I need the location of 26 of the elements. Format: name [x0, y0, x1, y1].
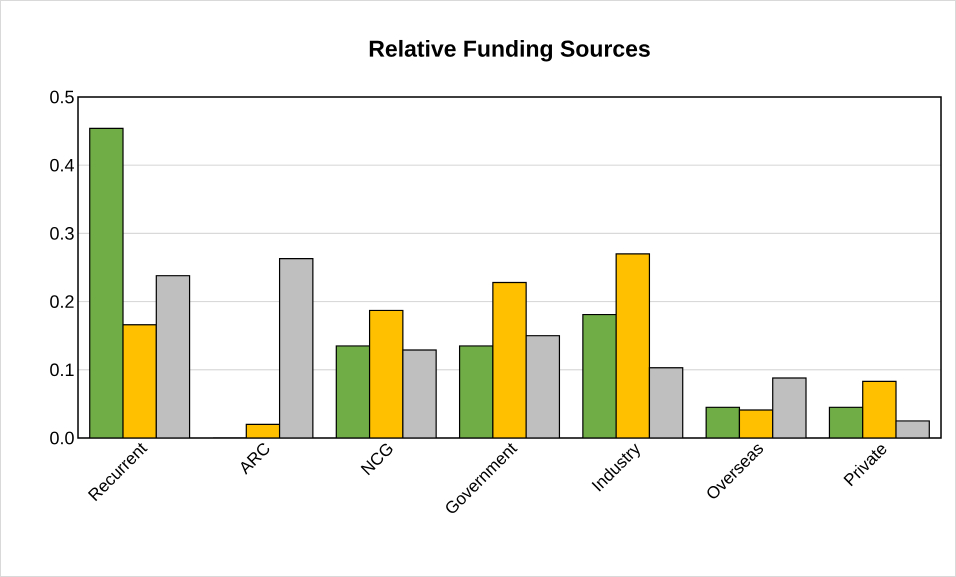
bar	[828, 406, 864, 438]
bar	[616, 254, 650, 438]
bar	[492, 282, 526, 438]
bar	[280, 258, 313, 438]
chart-title: Relative Funding Sources	[370, 40, 650, 62]
bar	[402, 350, 436, 438]
bar	[862, 380, 897, 438]
bar	[90, 128, 124, 438]
bar	[582, 314, 616, 438]
bar	[336, 346, 370, 438]
bar	[649, 368, 683, 438]
bar	[895, 420, 930, 438]
y-tick-label: 0.2	[50, 295, 74, 308]
bar	[156, 276, 190, 438]
bar	[526, 336, 560, 438]
y-tick-label: 0.4	[50, 158, 74, 172]
bar	[460, 346, 493, 438]
bar	[706, 407, 740, 438]
y-tick-label: 0.5	[50, 90, 74, 104]
bar	[123, 324, 156, 438]
bar	[739, 410, 773, 438]
y-tick-label: 0.3	[50, 227, 74, 240]
bar	[772, 378, 806, 438]
y-tick-label: 0.0	[50, 432, 74, 444]
bar	[370, 310, 403, 438]
y-tick-label: 0.1	[50, 363, 74, 376]
